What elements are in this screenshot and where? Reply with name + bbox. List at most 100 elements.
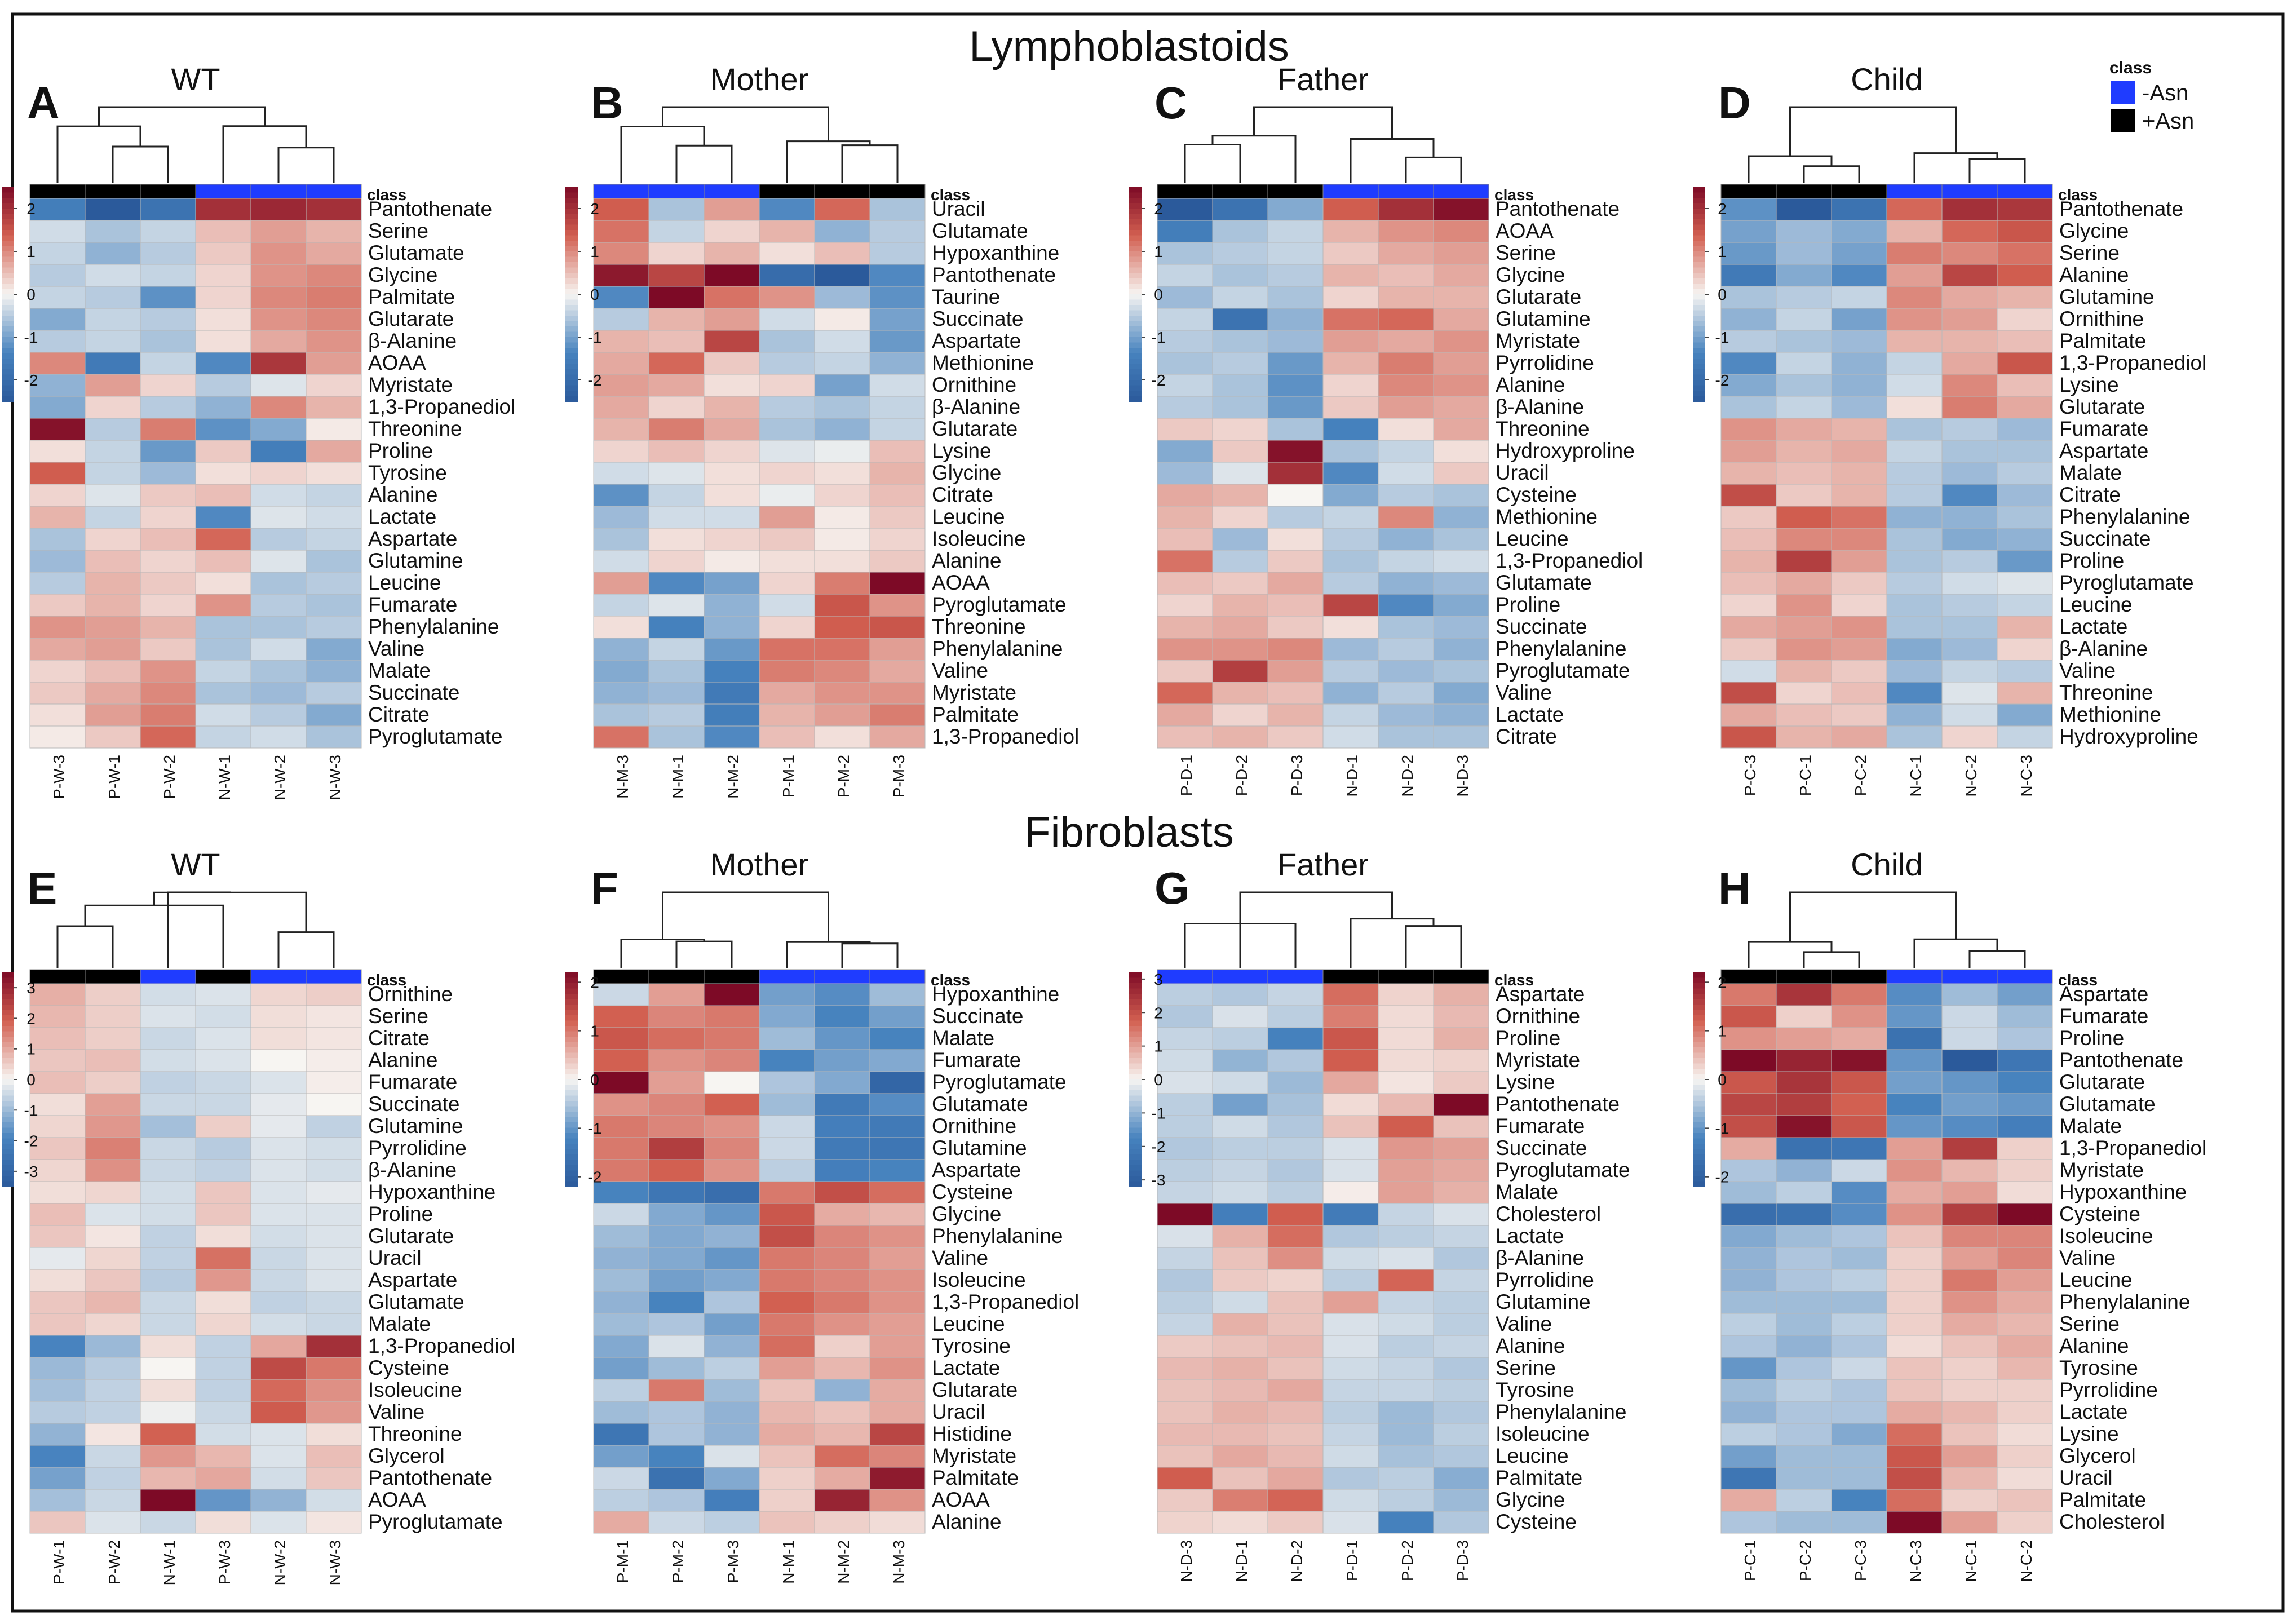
- scale-bar-segment: [2, 1144, 14, 1150]
- heatmap-cell: [704, 374, 760, 397]
- heatmap-cell: [1886, 528, 1943, 551]
- row-label: Succinate: [368, 1092, 460, 1116]
- row-label: Threonine: [2059, 681, 2153, 704]
- heatmap-cell: [29, 725, 86, 749]
- heatmap-cell: [85, 572, 141, 595]
- heatmap-cell: [593, 1401, 649, 1424]
- heatmap-cell: [869, 1335, 926, 1358]
- heatmap-cell: [1433, 983, 1489, 1006]
- heatmap-cell: [593, 308, 649, 331]
- row-label: Methionine: [2059, 703, 2161, 726]
- heatmap-cell: [1886, 440, 1943, 463]
- row-label: β-Alanine: [368, 329, 457, 352]
- scale-bar-segment: [1129, 214, 1142, 220]
- heatmap-cell: [1831, 1093, 1887, 1116]
- heatmap-cell: [648, 682, 705, 705]
- heatmap-cell: [759, 286, 815, 309]
- scale-bar-segment: [2, 1015, 14, 1021]
- heatmap-cell: [1776, 286, 1832, 309]
- heatmap-cell: [1157, 462, 1213, 485]
- row-label: Alanine: [2059, 263, 2129, 286]
- scale-bar-segment: [565, 241, 578, 247]
- scale-bar-segment: [1129, 988, 1142, 994]
- heatmap-cell: [1997, 983, 2053, 1006]
- heatmap-cell: [1267, 1027, 1324, 1050]
- row-label: Pantothenate: [932, 263, 1056, 286]
- scale-bar-segment: [1693, 230, 1705, 236]
- heatmap-cell: [704, 616, 760, 639]
- heatmap-cell: [593, 725, 649, 749]
- heatmap-cell: [759, 308, 815, 331]
- heatmap-cell: [250, 1379, 307, 1402]
- heatmap-cell: [593, 1423, 649, 1446]
- heatmap-cell: [1831, 1335, 1887, 1358]
- heatmap-cell: [29, 1093, 86, 1116]
- row-label: Palmitate: [932, 1466, 1019, 1489]
- scale-tick-label: -3: [1152, 1171, 1166, 1189]
- heatmap-cell: [1267, 440, 1324, 463]
- heatmap-cell: [1831, 682, 1887, 705]
- heatmap-cell: [759, 983, 815, 1006]
- heatmap-cell: [250, 1115, 307, 1138]
- row-label: Glycine: [368, 263, 437, 286]
- scale-bar-segment: [2, 1138, 14, 1144]
- row-label: Serine: [2059, 1312, 2120, 1335]
- scale-tick-label: -1: [24, 1101, 38, 1119]
- scale-bar-segment: [565, 203, 578, 209]
- section-title-fibroblasts: Fibroblasts: [1024, 808, 1234, 856]
- scale-tick-label: -2: [1715, 1169, 1729, 1186]
- row-label: Uracil: [932, 1400, 985, 1423]
- heatmap-cell: [1941, 1225, 1998, 1248]
- heatmap-cell: [704, 660, 760, 683]
- heatmap-cell: [1212, 1511, 1268, 1534]
- scale-bar-segment: [1129, 321, 1142, 327]
- heatmap-cell: [1776, 220, 1832, 243]
- row-label: β-Alanine: [368, 1158, 457, 1182]
- scale-bar-segment: [1129, 198, 1142, 204]
- heatmap-cell: [1433, 1247, 1489, 1270]
- scale-bar-segment: [565, 1106, 578, 1112]
- heatmap-cell: [29, 1005, 86, 1028]
- heatmap-cell: [1267, 1005, 1324, 1028]
- scale-bar-segment: [1129, 1117, 1142, 1123]
- heatmap-cell: [1212, 1225, 1268, 1248]
- heatmap-cell: [1720, 198, 1777, 221]
- heatmap-cell: [1267, 660, 1324, 683]
- scale-bar-segment: [2, 342, 14, 348]
- heatmap-cell: [250, 1269, 307, 1292]
- heatmap-cell: [1886, 703, 1943, 727]
- row-label: Hypoxanthine: [932, 241, 1059, 264]
- row-label: Citrate: [2059, 483, 2121, 506]
- heatmap-cell: [1157, 1247, 1213, 1270]
- scale-bar-segment: [1129, 1149, 1142, 1155]
- heatmap-cell: [85, 1115, 141, 1138]
- heatmap-cell: [1831, 1467, 1887, 1490]
- row-label: Lactate: [368, 505, 436, 528]
- heatmap-cell: [1378, 286, 1434, 309]
- heatmap-cell: [1157, 1005, 1213, 1028]
- scale-bar-segment: [1129, 391, 1142, 397]
- row-label: Isoleucine: [1496, 1422, 1590, 1445]
- scale-bar-segment: [2, 251, 14, 258]
- heatmap-cell: [85, 1357, 141, 1380]
- row-label: Myristate: [932, 1444, 1016, 1467]
- heatmap-cell: [1157, 1093, 1213, 1116]
- scale-tick-label: 2: [1154, 1004, 1163, 1021]
- dendrogram-branch: [1913, 152, 1998, 183]
- scale-bar-segment: [1693, 1058, 1705, 1064]
- heatmap-cell: [1941, 1511, 1998, 1534]
- scale-bar-segment: [2, 331, 14, 338]
- row-label: Alanine: [368, 1048, 437, 1072]
- heatmap-cell: [1776, 1489, 1832, 1512]
- heatmap-cell: [648, 1071, 705, 1094]
- heatmap-cell: [814, 1313, 870, 1336]
- row-label: Uracil: [1496, 461, 1549, 484]
- scale-bar-segment: [565, 972, 578, 979]
- heatmap-cell: [648, 484, 705, 507]
- heatmap-cell: [85, 1159, 141, 1182]
- row-label: Cholesterol: [2059, 1510, 2165, 1533]
- heatmap-cell: [1433, 374, 1489, 397]
- heatmap-cell: [759, 1489, 815, 1512]
- scale-bar-segment: [1693, 241, 1705, 247]
- heatmap-cell: [869, 638, 926, 661]
